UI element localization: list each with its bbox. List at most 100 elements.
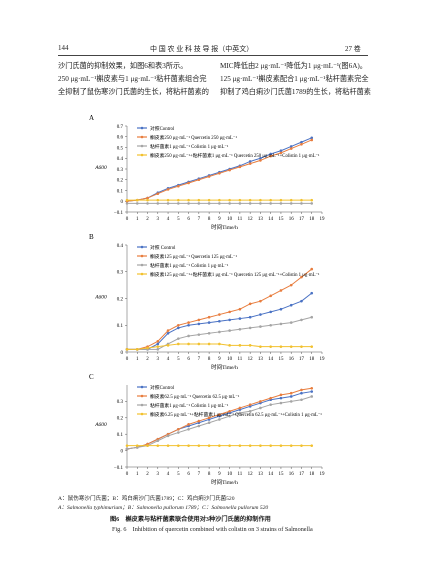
x-tick-label: 7 bbox=[198, 472, 201, 477]
data-point bbox=[300, 388, 303, 392]
data-point bbox=[279, 444, 283, 447]
x-axis-label: 时间Time/h bbox=[211, 478, 238, 486]
data-point bbox=[248, 326, 252, 330]
body-text: MIC降低由2 μg·mL⁻¹降低为1 μg·mL⁻¹(图6A)。 bbox=[220, 62, 367, 70]
legend-label: 槲皮素125 μg·mL⁻¹ Quercetin 125 μg·mL⁻¹ bbox=[150, 253, 237, 260]
data-point bbox=[218, 444, 221, 447]
legend-marker bbox=[140, 126, 144, 130]
data-point bbox=[207, 321, 211, 324]
x-tick-label: 2 bbox=[146, 357, 149, 362]
legend-label: 粘杆菌素1 μg·mL⁻¹ Colistin 1 μg·mL⁻¹ bbox=[150, 402, 229, 409]
data-point bbox=[259, 202, 262, 205]
panel-label: B bbox=[89, 233, 94, 241]
data-point bbox=[228, 409, 231, 413]
data-point bbox=[197, 333, 201, 336]
body-text: 全抑制了鼠伤寒沙门氏菌的生长，将粘杆菌素的 bbox=[58, 88, 209, 96]
data-point bbox=[197, 198, 201, 202]
data-point bbox=[207, 421, 211, 425]
data-point bbox=[166, 444, 170, 447]
legend-marker bbox=[140, 144, 144, 148]
data-point bbox=[279, 151, 283, 155]
data-point bbox=[218, 413, 221, 416]
data-point bbox=[300, 299, 303, 303]
data-point bbox=[300, 202, 303, 205]
data-point bbox=[310, 202, 314, 205]
x-tick-label: 18 bbox=[309, 357, 315, 362]
data-point bbox=[269, 152, 272, 156]
data-point bbox=[187, 202, 190, 205]
data-point bbox=[248, 198, 252, 202]
legend-label: 槲皮素125 μg·mL⁻¹+粘杆菌素1 μg·mL⁻¹ Quercetin 1… bbox=[150, 271, 320, 278]
x-tick-label: 14 bbox=[268, 357, 274, 362]
data-point bbox=[300, 444, 303, 447]
data-point bbox=[228, 202, 231, 205]
data-point bbox=[197, 342, 201, 346]
data-point bbox=[156, 348, 160, 351]
legend-label: 槲皮素250 μg·mL⁻¹+粘杆菌素1 μg·mL⁻¹ Quercetin 2… bbox=[150, 152, 320, 159]
data-point bbox=[187, 444, 190, 447]
data-point bbox=[248, 409, 252, 413]
data-point bbox=[228, 414, 231, 418]
x-tick-label: 19 bbox=[320, 217, 326, 222]
data-point bbox=[289, 198, 293, 202]
data-point bbox=[310, 315, 314, 319]
data-point bbox=[310, 444, 314, 447]
legend-label: 对照Control bbox=[150, 125, 175, 132]
x-tick-label: 10 bbox=[227, 217, 233, 222]
legend-label: 槲皮素6.25 μg·mL⁻¹+粘杆菌素1 μg·mL⁻¹ Quercetin … bbox=[150, 411, 322, 418]
data-point bbox=[310, 395, 314, 398]
legend-marker bbox=[140, 272, 144, 276]
data-point bbox=[248, 344, 252, 347]
x-tick-label: 17 bbox=[299, 357, 305, 362]
data-point bbox=[156, 202, 160, 205]
data-point bbox=[238, 198, 242, 202]
y-tick-label: 0.2 bbox=[117, 179, 124, 184]
data-point bbox=[228, 310, 231, 314]
y-tick-label: 0.3 bbox=[117, 271, 124, 276]
data-point bbox=[238, 344, 242, 347]
figure-note: A：Salmonella typhimurium；B：Salmonella pu… bbox=[58, 505, 269, 511]
x-tick-label: 4 bbox=[167, 472, 170, 477]
legend-marker bbox=[140, 403, 144, 407]
data-point bbox=[259, 325, 262, 328]
x-tick-label: 1 bbox=[136, 217, 139, 222]
legend-label: 粘杆菌素1 μg·mL⁻¹ Colistin 1 μg·mL⁻¹ bbox=[150, 143, 229, 150]
data-point bbox=[238, 202, 242, 205]
data-point bbox=[177, 202, 180, 205]
x-tick-label: 6 bbox=[187, 472, 190, 477]
body-text: 沙门氏菌的抑制效果，如图6和表3所示。 bbox=[58, 62, 188, 70]
data-point bbox=[135, 348, 139, 351]
x-tick-label: 1 bbox=[136, 472, 139, 477]
data-point bbox=[187, 323, 190, 327]
data-point bbox=[166, 331, 170, 335]
x-tick-label: 13 bbox=[258, 217, 264, 222]
data-point bbox=[310, 138, 314, 142]
data-point bbox=[289, 147, 293, 150]
data-point bbox=[269, 396, 272, 400]
data-point bbox=[146, 196, 149, 200]
x-tick-label: 2 bbox=[146, 217, 149, 222]
body-text: 抑制了鸡白痢沙门氏菌1789的生长，将粘杆菌素 bbox=[220, 88, 371, 96]
x-tick-label: 12 bbox=[248, 217, 254, 222]
data-point bbox=[248, 162, 252, 165]
y-tick-label: 0.1 bbox=[117, 433, 124, 438]
data-point bbox=[238, 406, 242, 410]
data-point bbox=[300, 318, 303, 322]
legend-marker bbox=[140, 385, 144, 389]
data-point bbox=[289, 303, 293, 307]
data-point bbox=[310, 198, 314, 202]
data-point bbox=[289, 400, 293, 403]
x-tick-label: 12 bbox=[248, 472, 254, 477]
data-point bbox=[310, 291, 314, 295]
y-tick-label: −0.1 bbox=[114, 211, 124, 216]
data-point bbox=[289, 391, 293, 395]
figure-note: A：鼠伤寒沙门氏菌；B：鸡白痢沙门氏菌1789；C：鸡白痢沙门氏菌520 bbox=[58, 496, 235, 502]
data-point bbox=[279, 289, 283, 292]
data-point bbox=[279, 202, 283, 205]
y-tick-label: 0.4 bbox=[117, 157, 124, 162]
data-point bbox=[146, 444, 149, 447]
legend-marker bbox=[140, 263, 144, 267]
data-point bbox=[238, 444, 242, 447]
data-point bbox=[238, 327, 242, 331]
data-point bbox=[218, 202, 221, 205]
